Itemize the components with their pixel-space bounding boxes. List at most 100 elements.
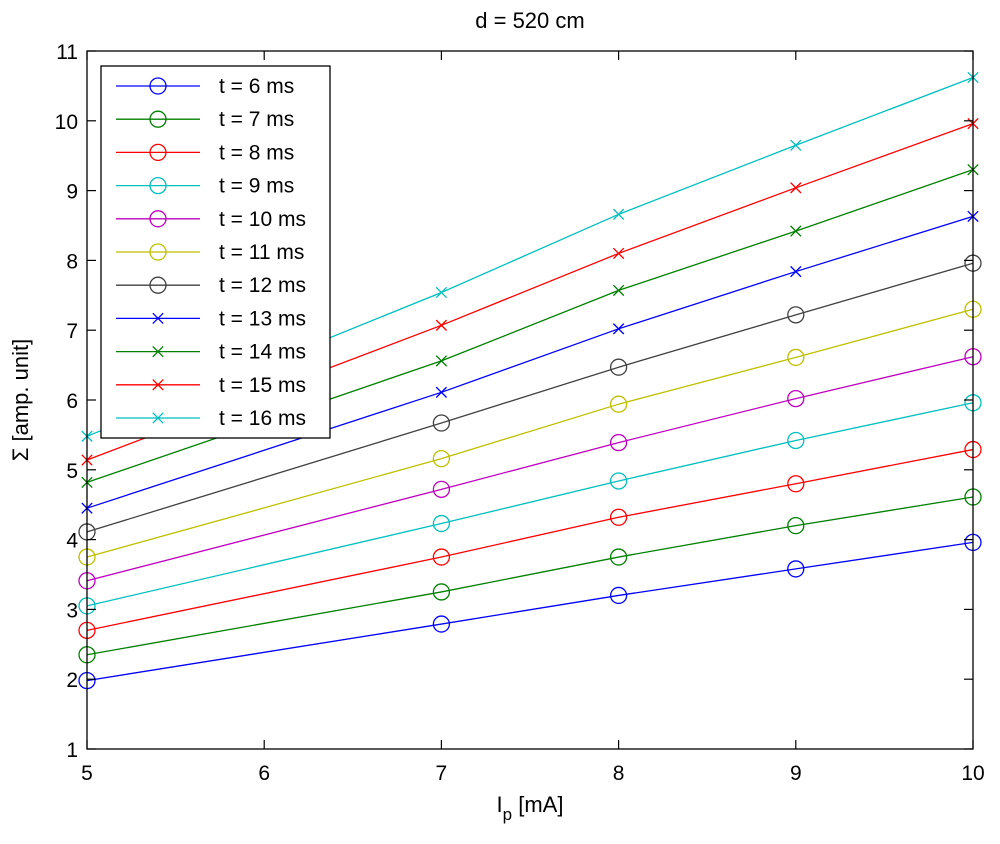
legend-entry: t = 12 ms [116,274,306,297]
data-point [432,615,451,633]
x-tick-label: 5 [81,762,93,785]
series-line [86,448,974,631]
legend-marker [152,379,164,391]
legend-label: t = 6 ms [219,75,294,98]
y-tick-label: 10 [55,111,78,134]
data-point [609,472,628,490]
legend-label: t = 7 ms [219,108,294,131]
data-point [790,182,802,194]
legend-marker [152,412,164,424]
legend: t = 6 ms t = 7 ms t = 8 ms t = 9 ms t = 10 m… [100,65,331,439]
series-line [86,541,974,682]
x-axis-label-subscript: p [503,805,512,824]
x-axis-label-unit: [mA] [512,792,563,817]
legend-entry: t = 6 ms [116,75,294,98]
series-line [86,262,974,533]
series-line [86,402,974,607]
y-tick-label: 5 [66,460,78,483]
x-axis-label-main: I [497,792,503,817]
legend-marker [149,210,167,228]
data-point [609,586,628,605]
x-axis-label: Ip [mA] [497,792,564,824]
legend-marker [149,77,167,95]
data-point [432,480,451,498]
y-tick-label: 2 [66,669,78,692]
data-point [609,395,628,413]
data-point [787,475,805,493]
data-point [432,514,451,533]
legend-entry: t = 10 ms [116,208,306,231]
legend-label: t = 11 ms [219,241,304,264]
chart-title: d = 520 cm [475,8,584,33]
data-point [787,560,805,578]
data-point [790,139,802,151]
data-point [787,348,805,367]
legend-entry: t = 8 ms [116,141,294,164]
series-line [86,308,974,558]
data-point [609,548,628,566]
y-tick-label: 7 [66,320,78,343]
data-point [790,225,802,237]
x-tick-label: 10 [961,762,984,785]
legend-entry: t = 11 ms [116,241,304,264]
y-tick-label: 1 [66,739,78,762]
y-tick-labels: 1 2 3 4 5 6 7 8 9 10 11 [55,41,79,762]
data-point [787,306,805,324]
series-line [86,356,974,582]
y-tick-label: 9 [66,181,78,204]
y-tick-label: 3 [66,599,78,622]
data-point [609,433,628,452]
data-point [612,208,625,220]
legend-label: t = 12 ms [219,274,306,297]
data-point [435,286,448,299]
legend-marker [149,276,167,294]
data-point [612,323,625,335]
series-line [86,496,974,656]
data-point [432,583,451,601]
data-point [787,431,805,450]
data-point [432,414,451,432]
legend-marker [152,345,164,358]
legend-entry: t = 16 ms [116,407,306,430]
y-tick-label: 4 [66,530,78,553]
legend-entry: t = 14 ms [116,341,306,364]
x-tick-label: 6 [258,762,270,785]
legend-marker [152,312,164,325]
x-tick-labels: 5 6 7 8 9 10 [81,762,985,785]
legend-entries: t = 6 ms t = 7 ms t = 8 ms t = 9 ms t = 10 m… [116,75,306,430]
legend-entry: t = 15 ms [116,374,306,397]
series-6 [78,300,982,566]
y-tick-label: 11 [56,41,78,64]
data-point [787,389,805,408]
x-tick-label: 7 [436,762,448,785]
legend-marker [149,243,167,261]
y-tick-label: 6 [66,390,78,413]
legend-marker [149,143,167,162]
legend-marker [149,176,167,195]
legend-label: t = 13 ms [219,307,306,330]
legend-label: t = 15 ms [219,374,306,397]
legend-label: t = 9 ms [219,175,294,198]
data-point [612,284,625,297]
data-point [435,386,448,398]
y-axis-label: Σ [amp. unit] [8,339,33,461]
plot-frame [86,50,974,750]
data-point [609,358,628,376]
data-point [612,247,625,260]
legend-label: t = 8 ms [219,141,294,164]
data-point [432,548,451,566]
data-point [435,319,448,331]
y-tick-label: 8 [66,250,78,273]
data-point [787,516,805,535]
x-tick-label: 9 [790,762,802,785]
data-point [435,355,448,367]
legend-entry: t = 9 ms [116,175,294,198]
legend-label: t = 16 ms [219,407,306,430]
legend-entry: t = 7 ms [116,108,294,131]
legend-label: t = 10 ms [219,208,306,231]
legend-entry: t = 13 ms [116,307,306,330]
data-point [432,449,451,468]
legend-marker [149,110,167,128]
legend-label: t = 14 ms [219,341,306,364]
